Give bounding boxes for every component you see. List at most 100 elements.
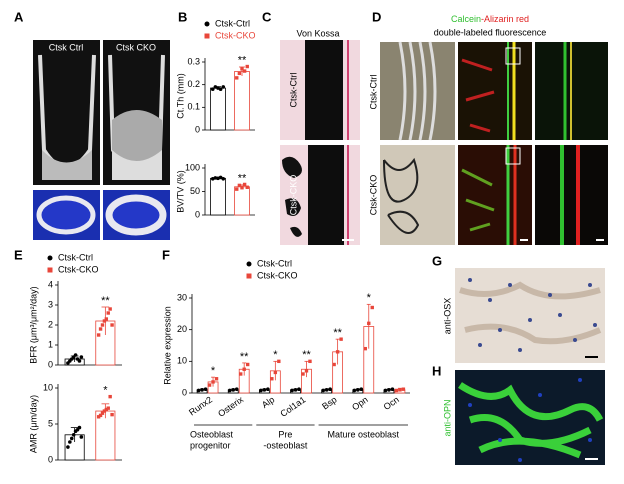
y-axis-label: Relative expression	[162, 306, 172, 385]
data-point	[245, 185, 249, 189]
x-tick-label: Osterix	[216, 394, 245, 419]
y-tick-label: 0.1	[187, 102, 200, 112]
data-point	[394, 388, 399, 393]
group-label: Mature osteoblast	[328, 429, 400, 439]
bar	[234, 186, 250, 216]
y-tick-label: 0	[48, 359, 53, 369]
data-point	[332, 362, 336, 367]
legend-marker	[47, 255, 53, 261]
panel-letter: D	[372, 9, 381, 24]
significance: *	[367, 292, 372, 304]
panel-letter: F	[162, 247, 170, 262]
legend-marker	[246, 261, 252, 267]
image-title: double-labeled fluorescence	[434, 27, 547, 37]
data-point	[270, 377, 274, 381]
data-point	[200, 388, 204, 392]
data-point	[363, 346, 367, 351]
image-title: Von Kossa	[296, 28, 339, 38]
data-point	[218, 87, 223, 91]
data-point	[245, 362, 250, 367]
bar	[210, 87, 226, 131]
data-point	[104, 317, 109, 321]
y-tick-label: 0	[195, 124, 200, 134]
data-point	[108, 307, 112, 311]
data-point	[98, 327, 103, 331]
data-point	[98, 413, 103, 418]
data-point	[69, 436, 74, 441]
bar	[234, 71, 250, 131]
significance: **	[240, 351, 249, 363]
data-point	[102, 409, 107, 413]
data-point	[227, 388, 232, 393]
data-point	[79, 435, 84, 439]
fluorescence-images	[380, 41, 608, 245]
data-point	[335, 350, 340, 354]
data-point	[110, 323, 114, 327]
data-point	[231, 388, 236, 392]
panel-letter: E	[14, 247, 23, 262]
micro-ct-images	[33, 40, 170, 240]
y-tick-label: 30	[177, 292, 187, 302]
y-tick-label: 10	[43, 382, 53, 392]
y-tick-label: 1	[48, 339, 53, 349]
image-label: Ctsk CKO	[116, 42, 156, 52]
panel-letter: C	[262, 9, 272, 24]
y-axis-label: AMR (μm/day)	[28, 395, 38, 453]
data-point	[96, 333, 101, 337]
y-tick-label: 5	[48, 418, 53, 428]
data-point	[387, 388, 391, 392]
data-point	[235, 187, 239, 191]
data-point	[297, 387, 301, 392]
data-point	[242, 367, 246, 371]
data-point	[77, 425, 82, 430]
data-point	[77, 359, 82, 363]
data-point	[79, 355, 84, 359]
data-point	[367, 321, 371, 326]
x-tick-label: Bsp	[320, 394, 338, 411]
data-point	[359, 387, 364, 392]
data-point	[214, 377, 219, 381]
y-tick-label: 50	[190, 186, 200, 196]
data-point	[207, 383, 212, 387]
legend-marker	[204, 21, 210, 27]
title-part: Calcein	[451, 14, 481, 24]
group-label: Osteoblast	[190, 429, 234, 439]
data-point	[100, 411, 105, 415]
data-point	[110, 412, 114, 417]
data-point	[196, 388, 201, 393]
y-tick-label: 0	[182, 387, 187, 397]
y-tick-label: 10	[177, 356, 187, 366]
significance: *	[211, 365, 216, 377]
significance: **	[333, 327, 342, 339]
legend-label: Ctsk-Ctrl	[257, 258, 292, 268]
significance: **	[238, 172, 247, 184]
data-point	[221, 177, 226, 181]
data-point	[321, 388, 325, 393]
data-point	[68, 440, 72, 444]
data-point	[277, 359, 281, 364]
data-point	[352, 388, 357, 393]
x-tick-label: Ocn	[382, 394, 401, 412]
row-label: Ctsk-CKO	[368, 175, 378, 216]
bar	[210, 177, 226, 216]
data-point	[96, 415, 101, 419]
data-point	[239, 372, 243, 376]
y-tick-label: 4	[48, 279, 53, 289]
y-tick-label: 0	[195, 209, 200, 219]
data-point	[240, 67, 244, 71]
data-point	[324, 388, 329, 392]
data-point	[301, 372, 305, 376]
data-point	[266, 387, 270, 392]
image-label: anti-OPN	[442, 399, 452, 436]
legend-marker	[246, 273, 252, 279]
significance: *	[103, 385, 108, 397]
data-point	[221, 85, 226, 89]
data-point	[259, 388, 263, 393]
y-tick-label: 0.2	[187, 79, 200, 89]
data-point	[308, 359, 312, 364]
group-label: progenitor	[190, 440, 231, 450]
legend-marker	[204, 33, 210, 39]
row-label: Ctsk-CKO	[288, 175, 298, 216]
data-point	[71, 433, 76, 437]
data-point	[106, 311, 110, 315]
